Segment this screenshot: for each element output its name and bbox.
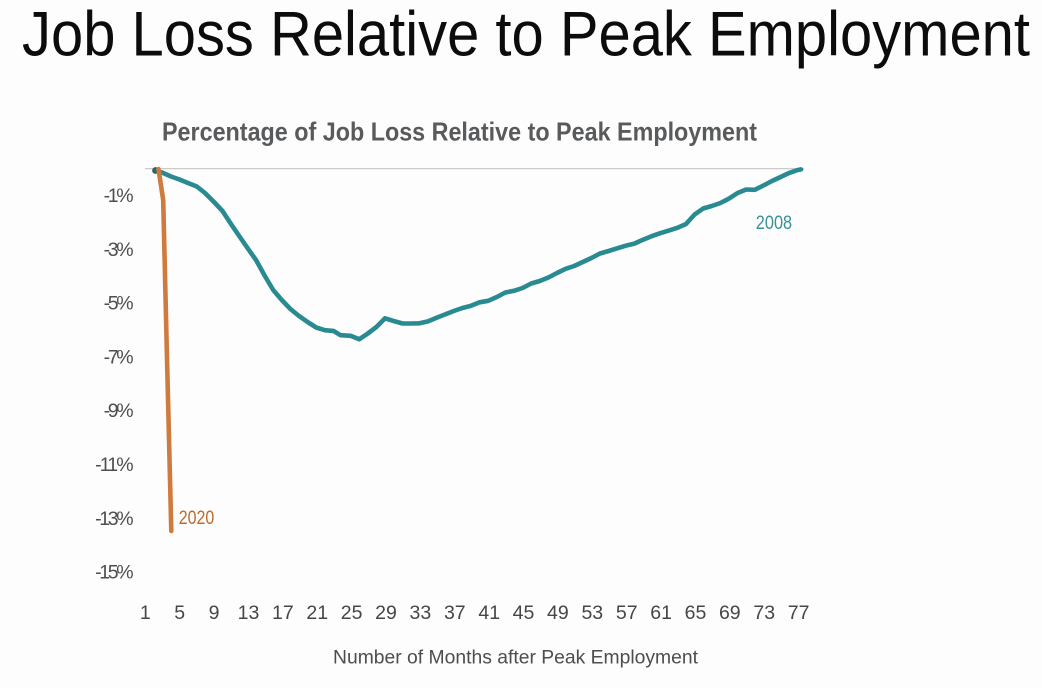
svg-text:Number of Months after Peak Em: Number of Months after Peak Employment (333, 647, 699, 669)
svg-text:Job Loss Relative to Peak Empl: Job Loss Relative to Peak Employment (22, 0, 1030, 69)
svg-text:9: 9 (209, 602, 220, 624)
svg-text:-11%: -11% (95, 454, 134, 476)
svg-text:13: 13 (238, 602, 260, 624)
svg-text:37: 37 (444, 602, 466, 624)
svg-text:49: 49 (547, 602, 569, 624)
svg-text:-15%: -15% (95, 562, 134, 584)
svg-text:Percentage of Job Loss Relativ: Percentage of Job Loss Relative to Peak … (162, 117, 757, 147)
svg-text:21: 21 (306, 602, 328, 624)
svg-text:61: 61 (650, 602, 672, 624)
svg-text:25: 25 (341, 602, 363, 624)
svg-text:1: 1 (140, 602, 151, 624)
svg-text:41: 41 (478, 602, 500, 624)
svg-text:-9%: -9% (104, 400, 134, 422)
svg-text:33: 33 (410, 602, 432, 624)
svg-text:-7%: -7% (104, 346, 134, 368)
svg-text:69: 69 (719, 602, 741, 624)
svg-text:-13%: -13% (95, 508, 134, 530)
svg-text:-5%: -5% (104, 293, 134, 315)
svg-text:2008: 2008 (756, 212, 792, 234)
svg-text:17: 17 (272, 602, 294, 624)
svg-text:77: 77 (788, 602, 810, 624)
svg-text:29: 29 (375, 602, 397, 624)
svg-text:-1%: -1% (104, 185, 134, 207)
svg-text:2020: 2020 (179, 507, 215, 529)
svg-text:45: 45 (513, 602, 535, 624)
svg-text:53: 53 (581, 602, 603, 624)
svg-text:57: 57 (616, 602, 638, 624)
svg-text:5: 5 (174, 602, 185, 624)
svg-text:-3%: -3% (104, 239, 134, 261)
svg-text:73: 73 (753, 602, 775, 624)
svg-text:65: 65 (685, 602, 707, 624)
